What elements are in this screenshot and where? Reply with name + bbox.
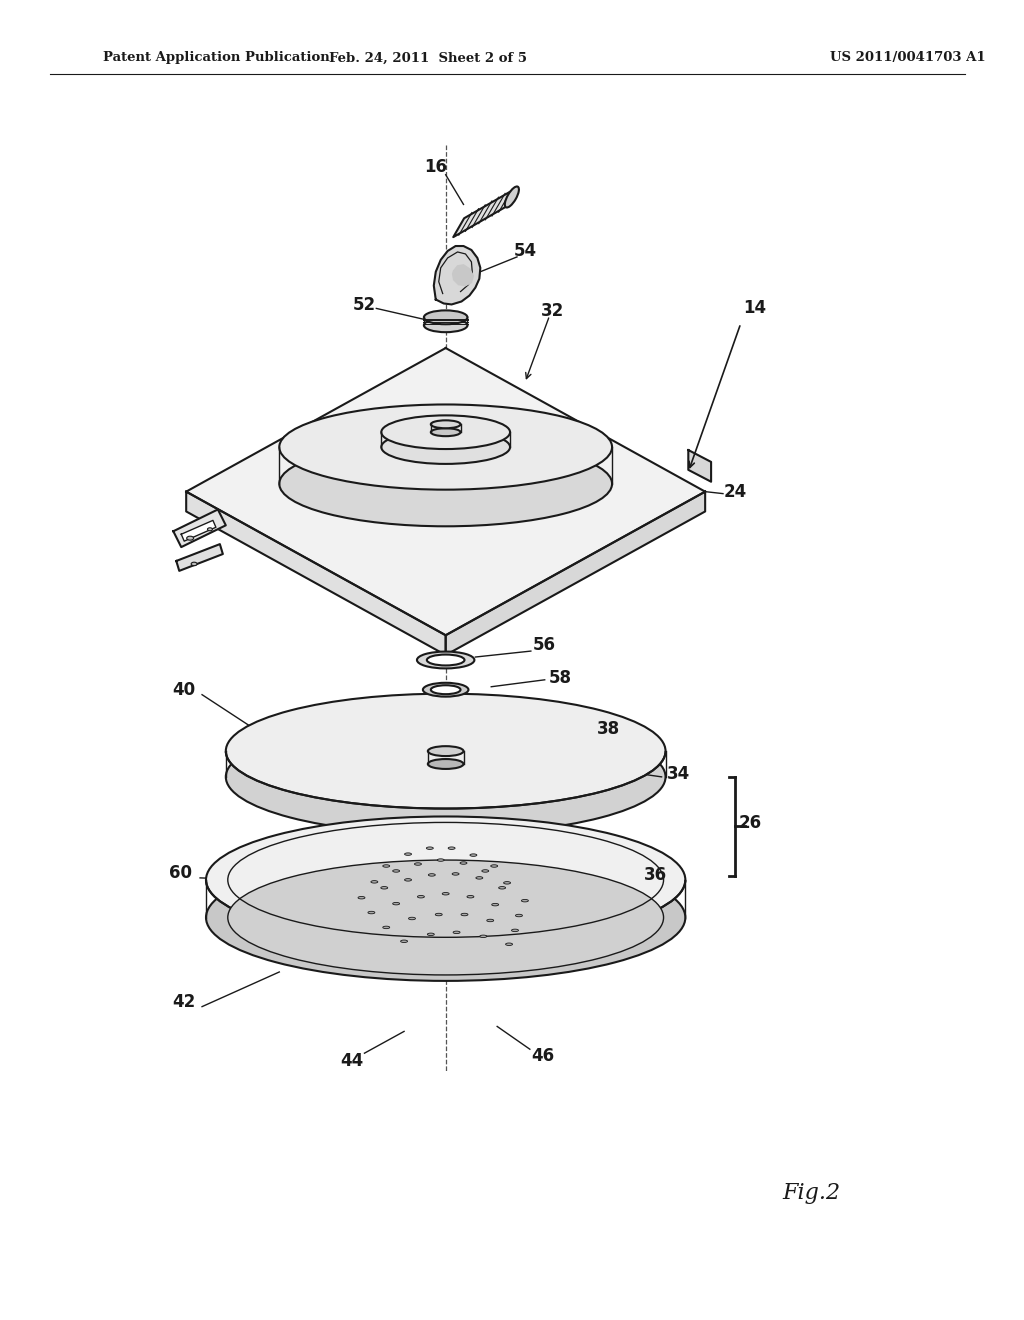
Text: 36: 36 — [644, 866, 668, 884]
Ellipse shape — [521, 899, 528, 902]
Ellipse shape — [461, 913, 468, 916]
Text: 16: 16 — [424, 158, 447, 176]
Polygon shape — [173, 510, 226, 546]
Polygon shape — [186, 491, 445, 655]
Ellipse shape — [515, 915, 522, 917]
Text: Feb. 24, 2011  Sheet 2 of 5: Feb. 24, 2011 Sheet 2 of 5 — [329, 51, 526, 65]
Ellipse shape — [427, 655, 465, 665]
Text: Fig.2: Fig.2 — [782, 1181, 841, 1204]
Text: 14: 14 — [743, 300, 766, 317]
Text: US 2011/0041703 A1: US 2011/0041703 A1 — [829, 51, 985, 65]
Ellipse shape — [428, 874, 435, 876]
Ellipse shape — [431, 685, 461, 694]
Polygon shape — [181, 520, 216, 541]
Ellipse shape — [226, 694, 666, 809]
Polygon shape — [445, 491, 706, 655]
Polygon shape — [176, 544, 223, 570]
Ellipse shape — [486, 919, 494, 921]
Text: 52: 52 — [353, 297, 376, 314]
Text: 26: 26 — [738, 814, 761, 833]
Text: 60: 60 — [169, 863, 191, 882]
Ellipse shape — [427, 933, 434, 936]
Ellipse shape — [381, 416, 510, 449]
Ellipse shape — [383, 865, 390, 867]
Ellipse shape — [208, 528, 212, 531]
Ellipse shape — [404, 853, 412, 855]
Ellipse shape — [505, 186, 519, 207]
Ellipse shape — [453, 931, 460, 933]
Ellipse shape — [431, 428, 461, 436]
Ellipse shape — [512, 929, 518, 932]
Ellipse shape — [449, 847, 455, 849]
Ellipse shape — [415, 863, 422, 865]
Ellipse shape — [409, 917, 416, 920]
Ellipse shape — [206, 854, 685, 981]
Ellipse shape — [417, 652, 474, 668]
Ellipse shape — [431, 420, 461, 428]
Ellipse shape — [404, 879, 412, 882]
Text: Patent Application Publication: Patent Application Publication — [103, 51, 330, 65]
Ellipse shape — [392, 903, 399, 906]
Ellipse shape — [490, 865, 498, 867]
Ellipse shape — [460, 862, 467, 865]
Ellipse shape — [428, 746, 464, 756]
Ellipse shape — [480, 935, 486, 937]
Polygon shape — [434, 246, 480, 305]
Ellipse shape — [358, 896, 365, 899]
Ellipse shape — [499, 887, 506, 890]
Ellipse shape — [400, 940, 408, 942]
Text: 32: 32 — [541, 302, 564, 321]
Ellipse shape — [442, 892, 450, 895]
Text: 42: 42 — [173, 993, 196, 1011]
Text: 44: 44 — [340, 1052, 364, 1071]
Text: 24: 24 — [723, 483, 746, 500]
Ellipse shape — [206, 817, 685, 944]
Ellipse shape — [424, 318, 468, 333]
Ellipse shape — [470, 854, 477, 857]
Text: 34: 34 — [667, 764, 690, 783]
Ellipse shape — [381, 887, 388, 890]
Ellipse shape — [467, 895, 474, 898]
Text: 40: 40 — [173, 681, 196, 698]
Ellipse shape — [227, 861, 664, 975]
Ellipse shape — [383, 927, 390, 929]
Ellipse shape — [492, 903, 499, 906]
Ellipse shape — [392, 870, 399, 873]
Ellipse shape — [426, 847, 433, 849]
Ellipse shape — [381, 430, 510, 463]
Ellipse shape — [226, 719, 666, 834]
Text: 58: 58 — [549, 669, 572, 686]
Ellipse shape — [368, 911, 375, 913]
Polygon shape — [454, 187, 517, 238]
Ellipse shape — [476, 876, 482, 879]
Ellipse shape — [504, 882, 511, 884]
Text: 46: 46 — [531, 1047, 554, 1065]
Polygon shape — [186, 348, 706, 635]
Text: 56: 56 — [534, 636, 556, 655]
Ellipse shape — [191, 562, 197, 566]
Ellipse shape — [186, 536, 194, 540]
Text: 54: 54 — [513, 242, 537, 260]
Ellipse shape — [435, 913, 442, 916]
Ellipse shape — [506, 942, 513, 945]
Polygon shape — [688, 450, 711, 482]
Ellipse shape — [418, 895, 424, 898]
Ellipse shape — [428, 759, 464, 770]
Ellipse shape — [280, 441, 612, 527]
Text: 38: 38 — [597, 721, 620, 738]
Ellipse shape — [424, 310, 468, 325]
Ellipse shape — [280, 404, 612, 490]
Ellipse shape — [453, 873, 459, 875]
Ellipse shape — [371, 880, 378, 883]
Ellipse shape — [423, 682, 468, 697]
Ellipse shape — [437, 859, 444, 861]
Polygon shape — [453, 265, 473, 285]
Ellipse shape — [482, 870, 488, 873]
